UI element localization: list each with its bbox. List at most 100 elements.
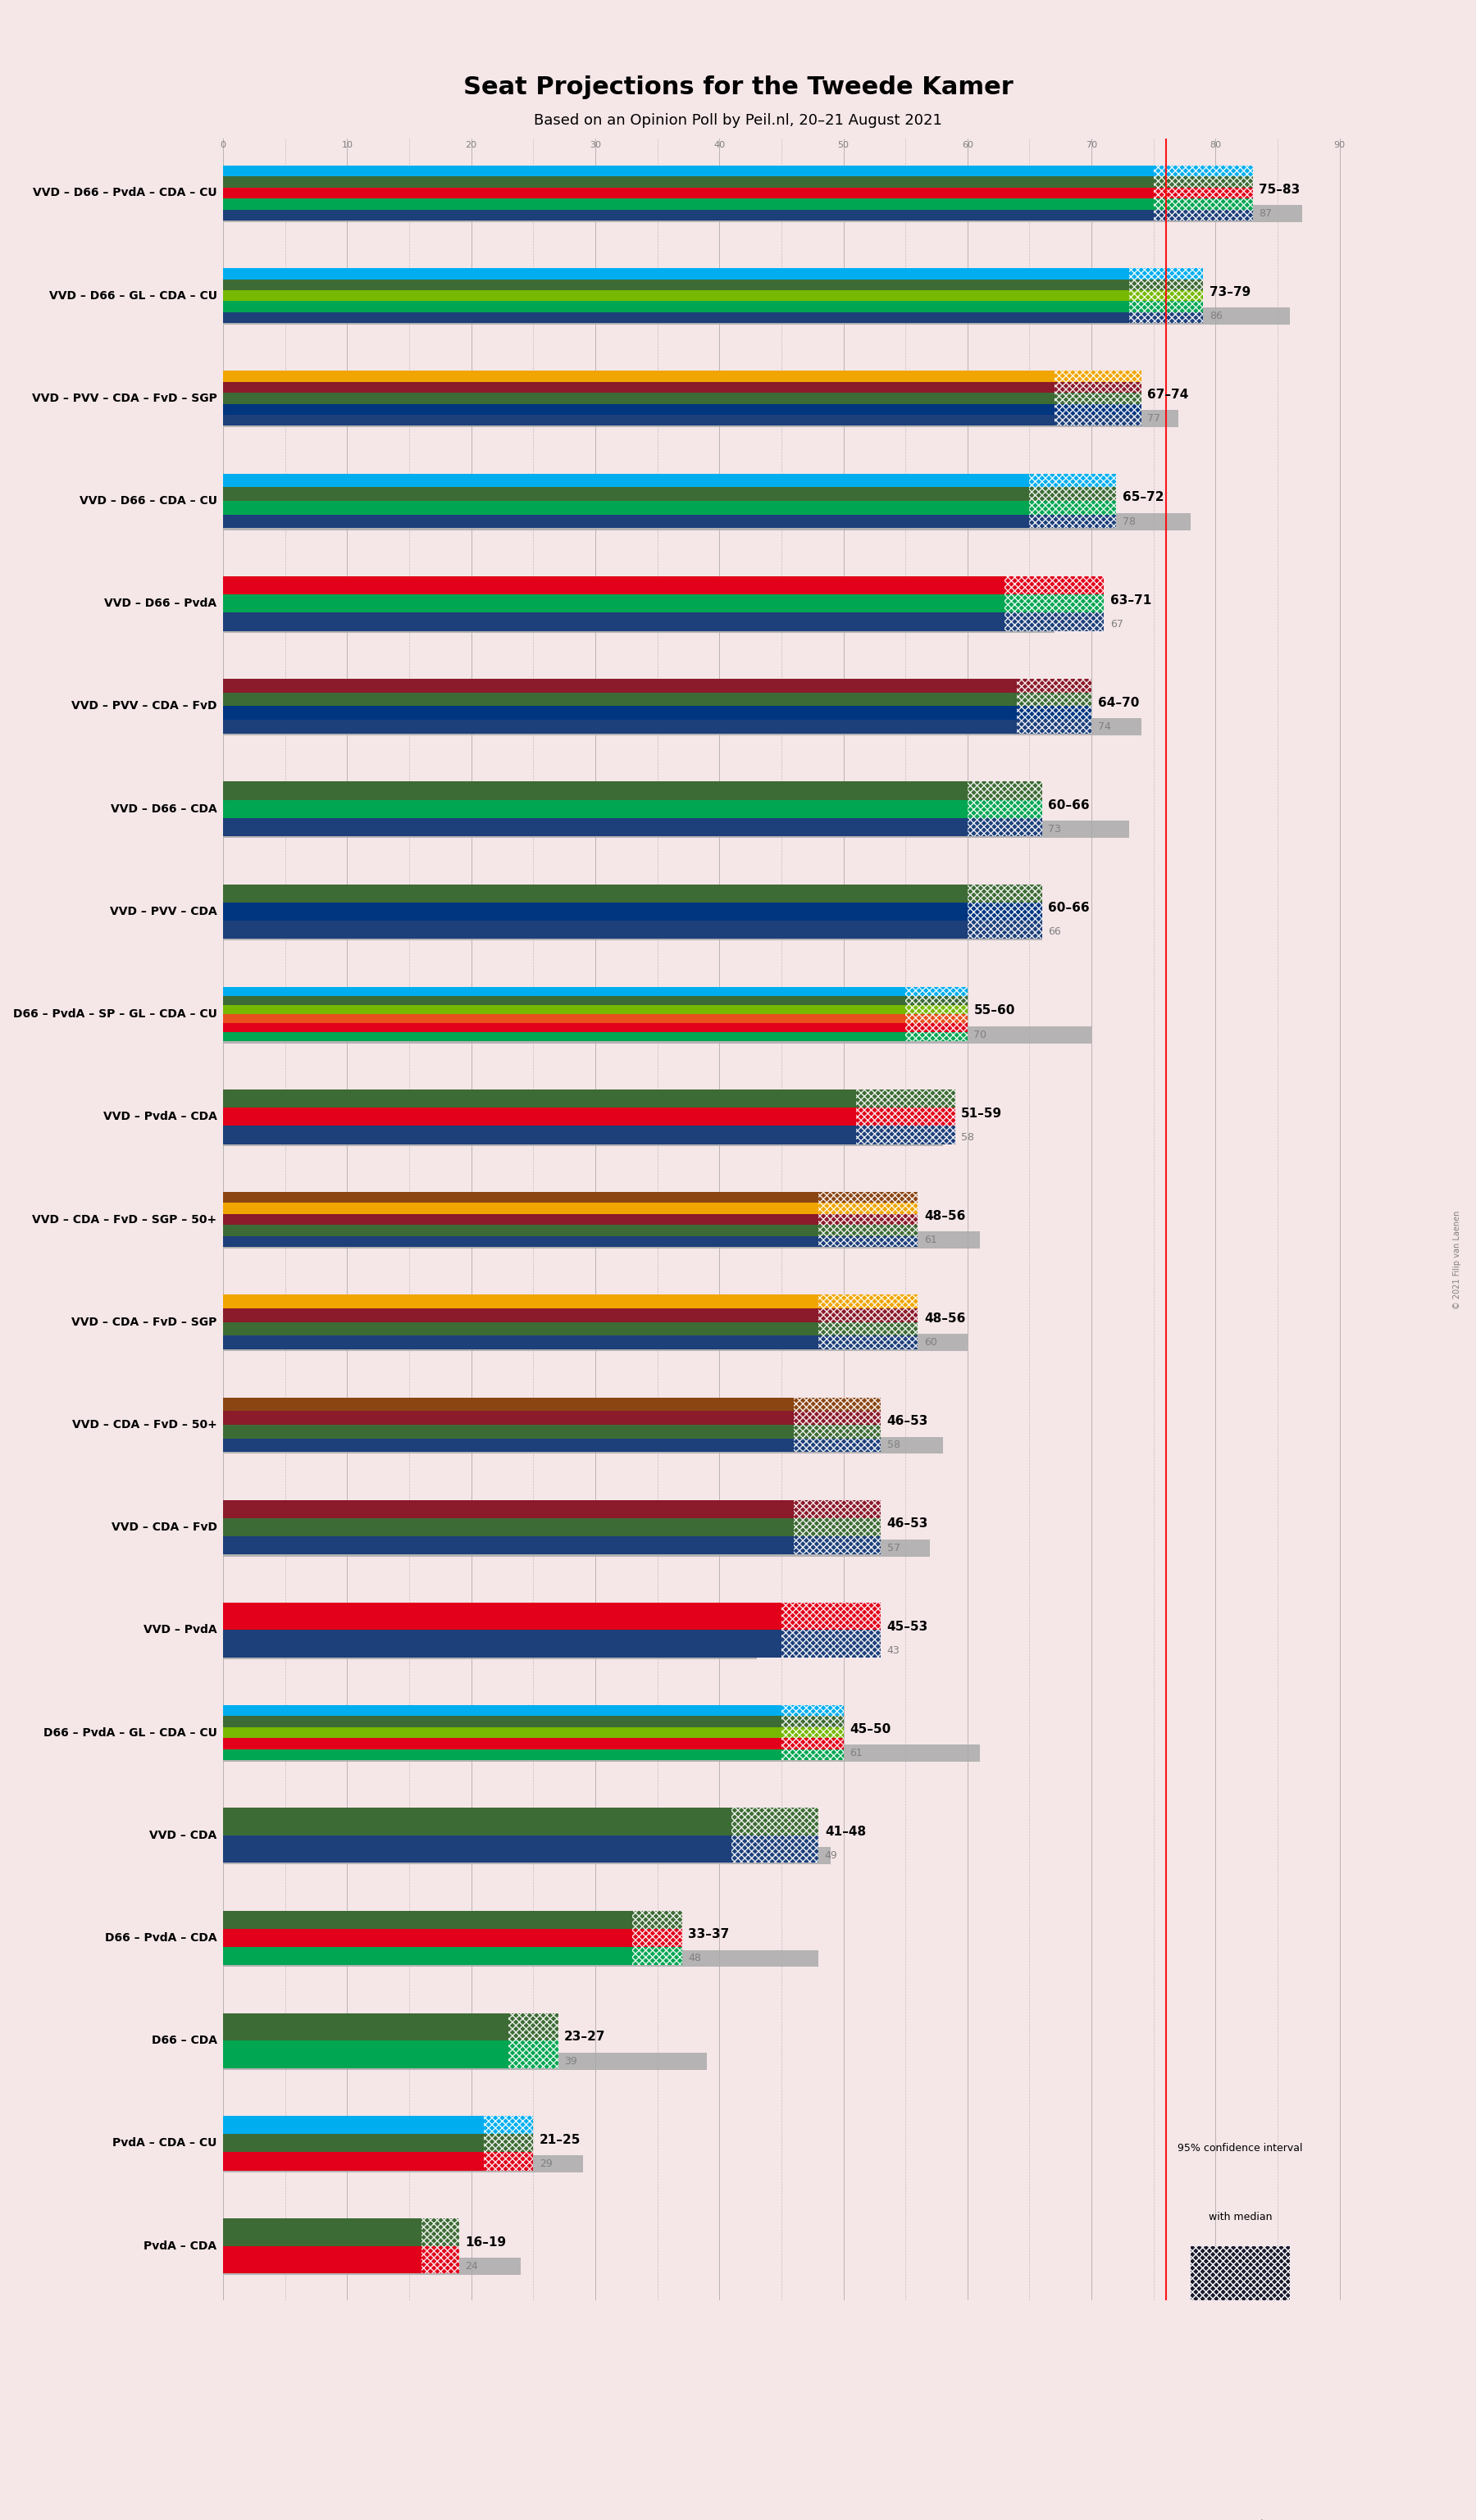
Bar bbox=[905, 988, 967, 995]
Text: 58: 58 bbox=[961, 1131, 974, 1142]
Text: 73: 73 bbox=[1048, 824, 1061, 834]
Bar bbox=[1154, 209, 1253, 219]
Bar bbox=[223, 1424, 881, 1439]
Bar bbox=[905, 995, 967, 1005]
Bar bbox=[223, 1744, 980, 1761]
Bar bbox=[223, 1023, 967, 1033]
Bar bbox=[1029, 474, 1116, 486]
Bar bbox=[223, 1499, 881, 1517]
Bar bbox=[223, 383, 1141, 393]
Text: with median: with median bbox=[1209, 2213, 1272, 2223]
Bar bbox=[223, 2117, 533, 2134]
Text: 66: 66 bbox=[1048, 927, 1061, 937]
Bar bbox=[223, 2245, 459, 2273]
Bar bbox=[1054, 393, 1141, 403]
Text: 30: 30 bbox=[589, 141, 601, 149]
Text: D66 – PvdA – GL – CDA – CU: D66 – PvdA – GL – CDA – CU bbox=[43, 1726, 217, 1739]
Bar bbox=[967, 799, 1042, 819]
Bar bbox=[1191, 2245, 1290, 2384]
Text: 86: 86 bbox=[1209, 310, 1222, 323]
Text: D66 – PvdA – CDA: D66 – PvdA – CDA bbox=[105, 1933, 217, 1943]
Text: 60–66: 60–66 bbox=[1048, 799, 1089, 811]
Bar bbox=[819, 1215, 918, 1225]
Text: 48: 48 bbox=[688, 1953, 701, 1963]
Bar bbox=[223, 1910, 682, 1928]
Bar bbox=[422, 2245, 459, 2273]
Text: PvdA – CDA: PvdA – CDA bbox=[143, 2240, 217, 2250]
Bar bbox=[1129, 280, 1203, 290]
Bar bbox=[223, 1005, 967, 1013]
Bar bbox=[967, 902, 1042, 920]
Bar bbox=[1154, 199, 1253, 209]
Bar bbox=[781, 1630, 881, 1658]
Text: VVD – PVV – CDA – FvD – SGP: VVD – PVV – CDA – FvD – SGP bbox=[31, 393, 217, 403]
Bar bbox=[223, 501, 1116, 514]
Bar bbox=[856, 1109, 955, 1126]
Bar bbox=[1005, 595, 1104, 612]
Bar bbox=[223, 920, 1042, 940]
Bar bbox=[905, 1023, 967, 1033]
Bar bbox=[223, 1333, 967, 1351]
Bar bbox=[1129, 290, 1203, 302]
Bar bbox=[223, 411, 1178, 428]
Bar bbox=[1017, 678, 1092, 693]
Bar bbox=[1029, 514, 1116, 529]
Bar bbox=[967, 920, 1042, 940]
Text: 45–50: 45–50 bbox=[850, 1724, 892, 1736]
Bar bbox=[633, 1928, 682, 1948]
Bar bbox=[484, 2117, 533, 2134]
Text: 10: 10 bbox=[341, 141, 353, 149]
Bar bbox=[1154, 186, 1253, 199]
Bar bbox=[223, 706, 1092, 721]
Text: 39: 39 bbox=[564, 2056, 577, 2066]
Bar bbox=[223, 186, 1253, 199]
Bar bbox=[223, 902, 1042, 920]
Bar bbox=[781, 1739, 843, 1749]
Bar bbox=[223, 1232, 980, 1247]
Text: 46–53: 46–53 bbox=[887, 1416, 928, 1426]
Text: 64–70: 64–70 bbox=[1098, 696, 1139, 708]
Bar bbox=[223, 1807, 819, 1835]
Bar bbox=[794, 1424, 881, 1439]
Bar bbox=[223, 1928, 682, 1948]
Text: 51–59: 51–59 bbox=[961, 1106, 1002, 1119]
Bar bbox=[223, 1396, 881, 1411]
Text: VVD – D66 – CDA – CU: VVD – D66 – CDA – CU bbox=[80, 496, 217, 507]
Bar bbox=[223, 2218, 459, 2245]
Bar bbox=[1154, 176, 1253, 186]
Text: 41–48: 41–48 bbox=[825, 1824, 866, 1837]
Bar bbox=[223, 819, 1042, 837]
Bar bbox=[819, 1308, 918, 1323]
Bar bbox=[856, 1126, 955, 1144]
Bar bbox=[223, 1126, 955, 1144]
Bar bbox=[633, 1948, 682, 1966]
Bar bbox=[794, 1396, 881, 1411]
Bar bbox=[781, 1749, 843, 1759]
Text: 43: 43 bbox=[887, 1646, 900, 1656]
Bar bbox=[223, 2134, 533, 2152]
Text: VVD – PvdA: VVD – PvdA bbox=[143, 1625, 217, 1635]
Text: © 2021 Filip van Laenen: © 2021 Filip van Laenen bbox=[1452, 1210, 1461, 1310]
Bar bbox=[1029, 501, 1116, 514]
Bar bbox=[223, 204, 1302, 222]
Text: 60: 60 bbox=[962, 141, 973, 149]
Bar bbox=[781, 1706, 843, 1716]
Bar bbox=[223, 1603, 881, 1630]
Bar bbox=[223, 1537, 881, 1555]
Bar bbox=[1054, 370, 1141, 383]
Text: 24: 24 bbox=[465, 2260, 478, 2271]
Bar bbox=[819, 1323, 918, 1336]
Text: 87: 87 bbox=[1259, 209, 1272, 219]
Bar bbox=[223, 612, 1104, 630]
Text: 16–19: 16–19 bbox=[465, 2235, 506, 2248]
Bar bbox=[794, 1537, 881, 1555]
Bar bbox=[223, 1835, 819, 1862]
Bar bbox=[223, 2013, 558, 2041]
Bar bbox=[223, 514, 1191, 529]
Bar bbox=[1017, 706, 1092, 721]
Bar bbox=[223, 307, 1290, 325]
Bar bbox=[223, 416, 1141, 426]
Text: 73–79: 73–79 bbox=[1209, 287, 1250, 297]
Bar bbox=[484, 2134, 533, 2152]
Text: VVD – PvdA – CDA: VVD – PvdA – CDA bbox=[103, 1111, 217, 1121]
